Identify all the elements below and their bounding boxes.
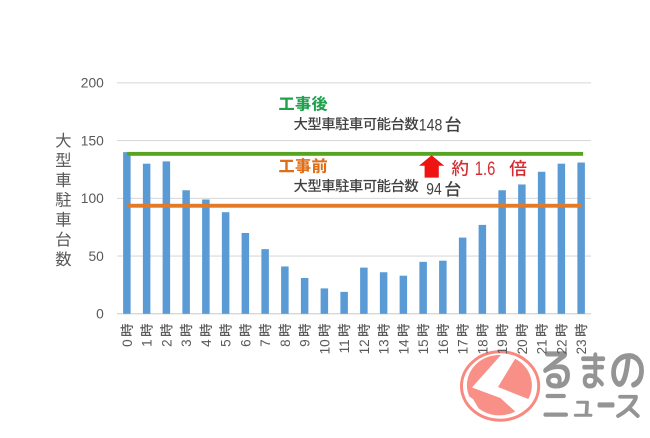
svg-text:12: 12 <box>357 339 372 354</box>
svg-text:13: 13 <box>377 339 392 354</box>
svg-text:22: 22 <box>554 339 569 354</box>
svg-text:10: 10 <box>317 339 332 354</box>
svg-text:3: 3 <box>179 339 194 347</box>
svg-text:100: 100 <box>81 191 104 206</box>
svg-text:5: 5 <box>219 339 234 347</box>
svg-text:1.6: 1.6 <box>475 158 496 179</box>
svg-text:17: 17 <box>456 339 471 354</box>
svg-text:9: 9 <box>298 339 313 347</box>
svg-text:18: 18 <box>475 339 490 354</box>
svg-text:16: 16 <box>436 339 451 354</box>
svg-text:50: 50 <box>88 249 104 264</box>
svg-text:148: 148 <box>419 116 443 134</box>
svg-text:8: 8 <box>278 339 293 347</box>
svg-text:200: 200 <box>81 76 104 91</box>
svg-text:19: 19 <box>495 339 510 354</box>
svg-text:0: 0 <box>96 307 104 322</box>
svg-text:20: 20 <box>515 339 530 354</box>
svg-text:1: 1 <box>140 339 155 347</box>
svg-text:14: 14 <box>396 339 411 355</box>
svg-text:2: 2 <box>159 339 174 347</box>
svg-text:21: 21 <box>535 339 550 354</box>
svg-text:4: 4 <box>199 339 214 347</box>
svg-text:94: 94 <box>426 181 441 199</box>
svg-text:7: 7 <box>258 339 273 347</box>
svg-text:150: 150 <box>81 133 104 148</box>
svg-text:11: 11 <box>337 339 352 353</box>
svg-text:0: 0 <box>120 339 135 347</box>
svg-text:23: 23 <box>574 339 589 354</box>
svg-text:6: 6 <box>238 339 253 347</box>
svg-text:15: 15 <box>416 339 431 354</box>
